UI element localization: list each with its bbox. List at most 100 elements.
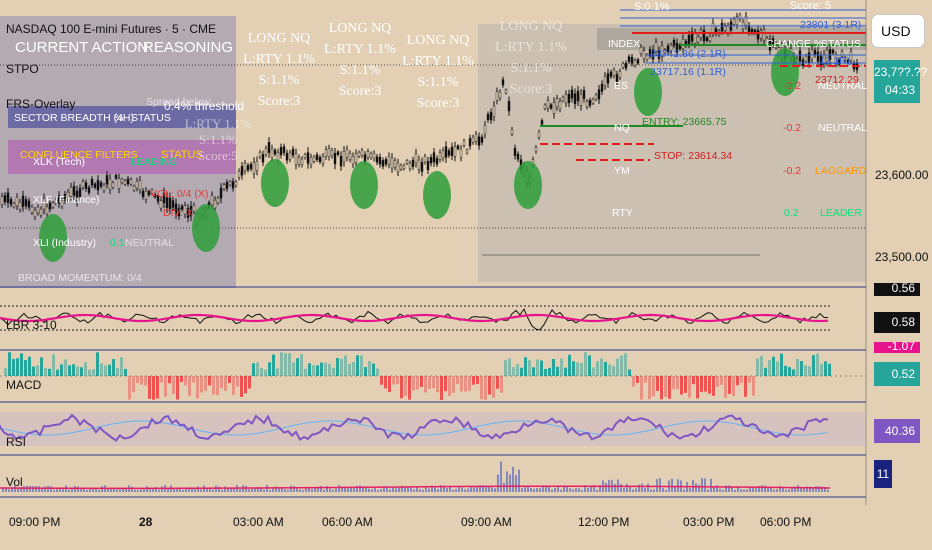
volume-bar [560,489,562,492]
candle-body [441,150,445,159]
volume-bar [29,485,31,492]
signal-line: LONG NQ [406,33,470,48]
volume-bar [125,487,127,492]
volume-bar [44,486,46,492]
volume-bar [200,489,202,492]
macd-bar [296,358,299,376]
volume-bar [527,485,529,492]
volume-bar [101,486,103,492]
macd-bar [608,364,611,376]
pane-name-macd[interactable]: MACD [6,378,42,392]
volume-bar [233,488,235,492]
time-tick: 12:00 PM [578,515,630,529]
volume-bar [503,482,505,492]
macd-bar [788,367,791,376]
candle-body [171,200,175,208]
candle-body [570,89,574,99]
volume-bar [59,487,61,492]
volume-bar [806,486,808,492]
candle-body [147,191,151,196]
faded-signal-line: S:1.1% [199,132,237,147]
sector-row-name: XLI (Industry) [33,237,97,249]
volume-bar [332,489,334,492]
candle-body [387,156,391,165]
macd-bar [572,361,575,376]
pane-name-vol[interactable]: Vol [6,475,23,489]
pane-name-lbr[interactable]: LBR 3-10 [6,318,57,332]
signal-line: S:1.1% [258,73,300,88]
candle-body [765,38,769,43]
candle-body [93,183,97,188]
candle-body [363,154,367,163]
candle-body [336,151,340,155]
volume-bar [98,489,100,492]
lbr-oscillator [0,308,829,331]
macd-bar [640,376,643,400]
stpo-label[interactable]: STPO [6,62,39,76]
macd-bar [752,376,755,396]
candle-body [450,146,454,156]
currency-button[interactable]: USD [871,14,925,48]
candle-body [516,153,520,160]
volume-bar [485,486,487,492]
macd-bar [180,376,183,383]
candle-body [237,171,241,178]
pane-name-rsi[interactable]: RSI [6,435,27,449]
volume-bar [590,485,592,492]
macd-bar [800,361,803,376]
volume-bar [794,486,796,492]
sector-title: SECTOR BREADTH (4H) [14,112,134,124]
frs-overlay-label[interactable]: FRS-Overlay [6,97,76,111]
volume-bar [281,488,283,492]
volume-bar [815,486,817,492]
candle-body [108,178,112,190]
macd-bar [768,359,771,376]
candle-body [21,195,25,207]
candle-body [87,187,91,193]
volume-bar [92,488,94,492]
macd-bar [232,376,235,395]
candle-body [630,56,634,64]
volume-bar [323,489,325,492]
candle-body [468,138,472,147]
candle-body [255,160,259,171]
macd-bar [468,376,471,391]
macd-bar [52,354,55,376]
candle-body [54,199,58,204]
volume-bar [287,489,289,492]
macd-bar [268,362,271,376]
time-tick: 03:00 AM [233,515,284,529]
macd-bar [656,376,659,391]
candle-body [738,14,742,20]
volume-bar [461,487,463,492]
volume-bar [158,489,160,492]
candle-body [117,178,121,189]
candle-body [576,90,580,102]
macd-bar [580,363,583,376]
candle-body [42,198,46,210]
current-price-value: 23,7??.?? [874,65,928,79]
macd-bar [512,367,515,376]
candle-body [132,186,136,191]
signal-line: Score:3 [338,84,382,99]
macd-bar [76,366,79,376]
volume-bar [782,487,784,492]
signal-line: S:1.1% [339,63,381,78]
volume-bar [656,479,658,492]
volume-bar [752,486,754,492]
volume-bar [470,486,472,492]
volume-bar [518,469,520,492]
time-tick: 06:00 AM [322,515,373,529]
volume-bar [56,487,58,492]
macd-bar [760,355,763,376]
candle-body [27,200,31,208]
candle-body [261,154,265,163]
volume-bar [818,486,820,492]
candle-body [33,210,37,218]
macd-bar [628,369,631,376]
volume-bar [83,487,85,492]
candle-body [96,179,100,191]
candle-body [474,134,478,142]
macd-bar [564,367,567,376]
